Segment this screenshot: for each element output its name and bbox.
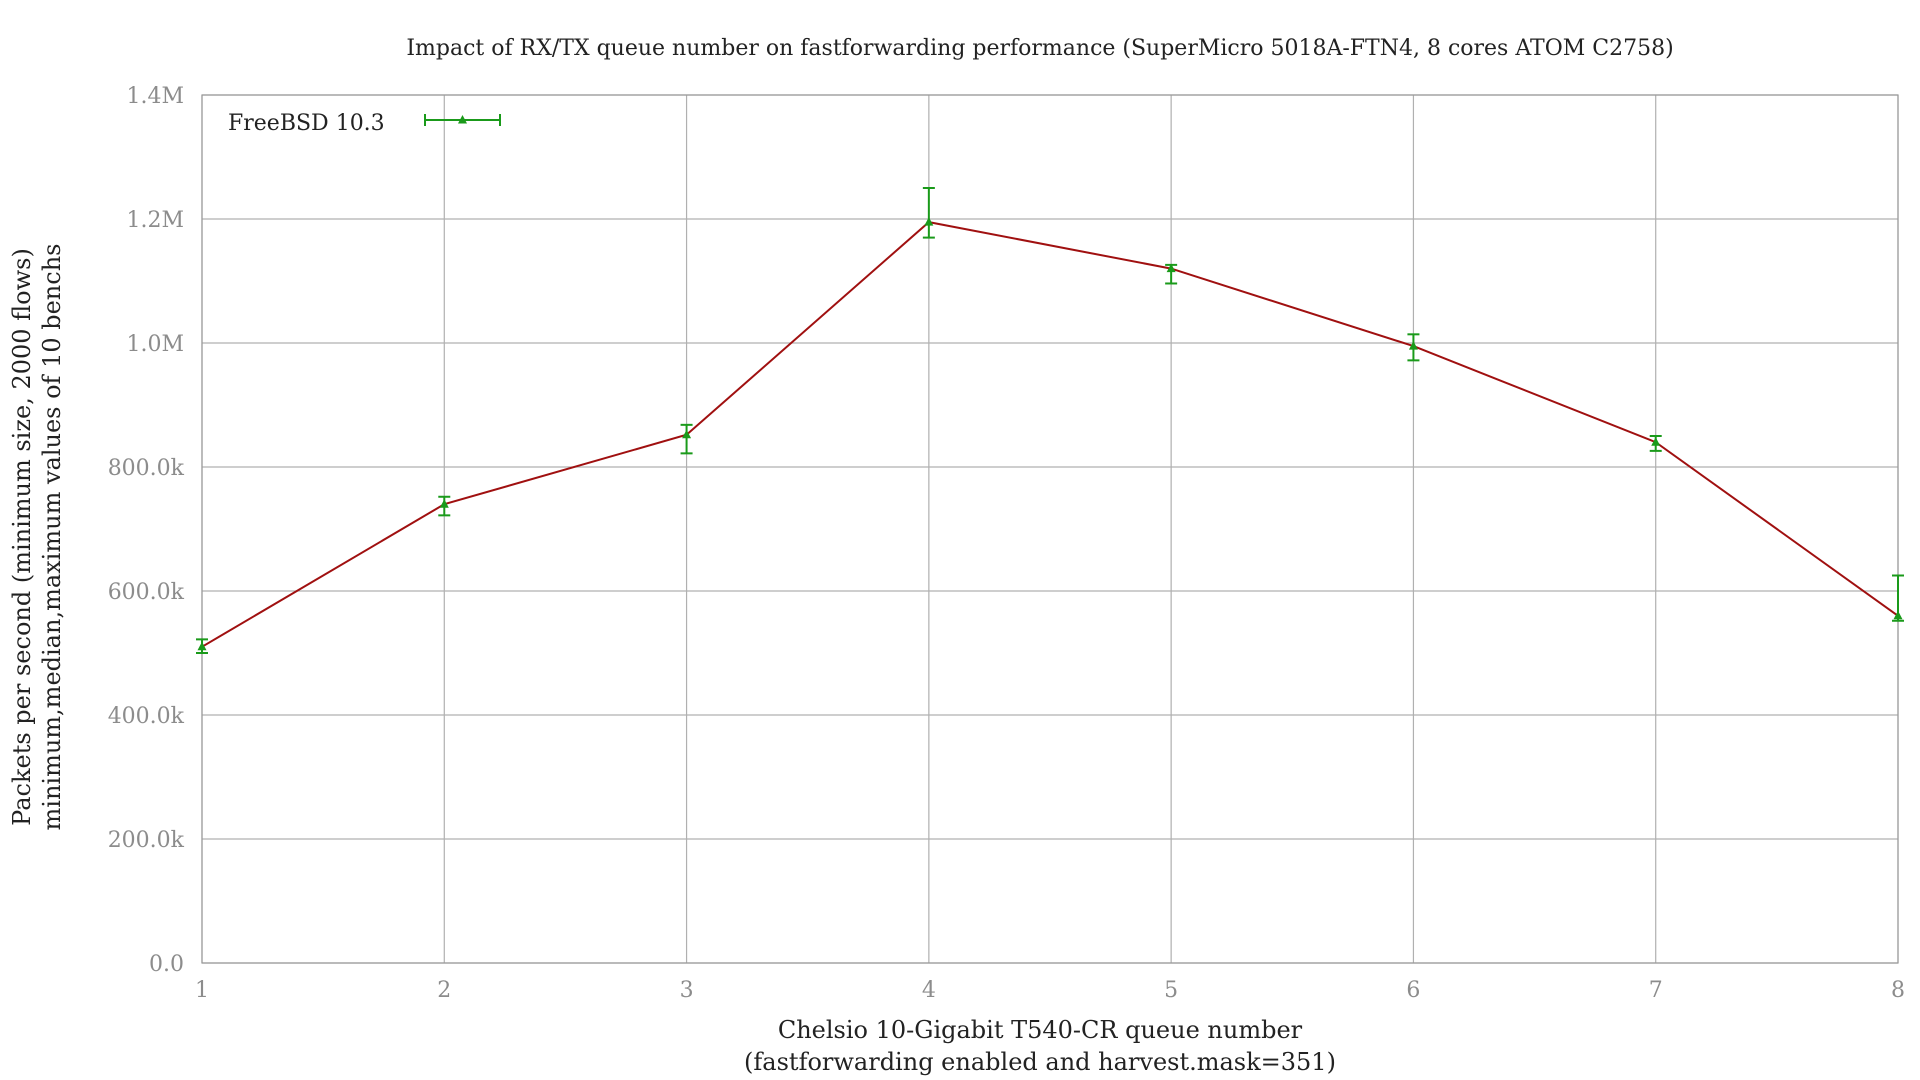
plot-frame xyxy=(201,94,1899,964)
data-point xyxy=(924,217,934,226)
y-tick-label: 600.0k xyxy=(108,580,185,605)
data-point xyxy=(1408,341,1418,350)
y-tick-label: 1.2M xyxy=(126,208,184,233)
error-bar xyxy=(680,423,693,455)
series-freebsd xyxy=(196,187,1904,654)
x-axis-label-line2: (fastforwarding enabled and harvest.mask… xyxy=(744,1048,1336,1076)
legend-marker xyxy=(458,115,467,124)
y-tick-label: 200.0k xyxy=(108,828,185,853)
y-axis-label: Packets per second (minimum size, 2000 f… xyxy=(8,248,36,826)
x-tick-label: 1 xyxy=(195,978,209,1003)
data-point xyxy=(1893,610,1903,620)
legend-label: FreeBSD 10.3 xyxy=(228,111,385,136)
y-tick-label: 1.4M xyxy=(126,84,184,109)
y-tick-label: 1.0M xyxy=(126,332,184,357)
grid xyxy=(201,94,1899,964)
data-point xyxy=(1166,263,1176,273)
x-tick-label: 6 xyxy=(1406,978,1420,1003)
data-point xyxy=(1651,437,1661,446)
x-tick-label: 5 xyxy=(1164,978,1178,1003)
data-point xyxy=(197,641,207,651)
y-tick-label: 0.0 xyxy=(149,952,184,977)
data-point xyxy=(682,429,692,439)
y-axis-label-line2: minimum,median,maximum values of 10 benc… xyxy=(38,244,66,831)
x-tick-label: 3 xyxy=(680,978,694,1003)
x-tick-labels: 1 2 3 4 5 6 7 8 xyxy=(195,978,1905,1003)
data-point xyxy=(439,499,449,508)
y-tick-label: 800.0k xyxy=(108,456,185,481)
x-tick-label: 8 xyxy=(1891,978,1905,1003)
x-axis-label: Chelsio 10-Gigabit T540-CR queue number xyxy=(778,1016,1303,1044)
series-layer xyxy=(196,187,1904,654)
x-tick-label: 2 xyxy=(437,978,451,1003)
y-tick-label: 400.0k xyxy=(108,704,185,729)
error-bar xyxy=(922,187,935,239)
series-line xyxy=(201,221,1899,648)
x-tick-label: 7 xyxy=(1649,978,1663,1003)
chart-title: Impact of RX/TX queue number on fastforw… xyxy=(406,36,1673,61)
legend-sample xyxy=(424,114,501,126)
y-tick-labels: 0.0 200.0k 400.0k 600.0k 800.0k 1.0M 1.2M 1.4M xyxy=(108,84,185,977)
x-tick-label: 4 xyxy=(922,978,936,1003)
legend: FreeBSD 10.3 xyxy=(228,111,501,136)
